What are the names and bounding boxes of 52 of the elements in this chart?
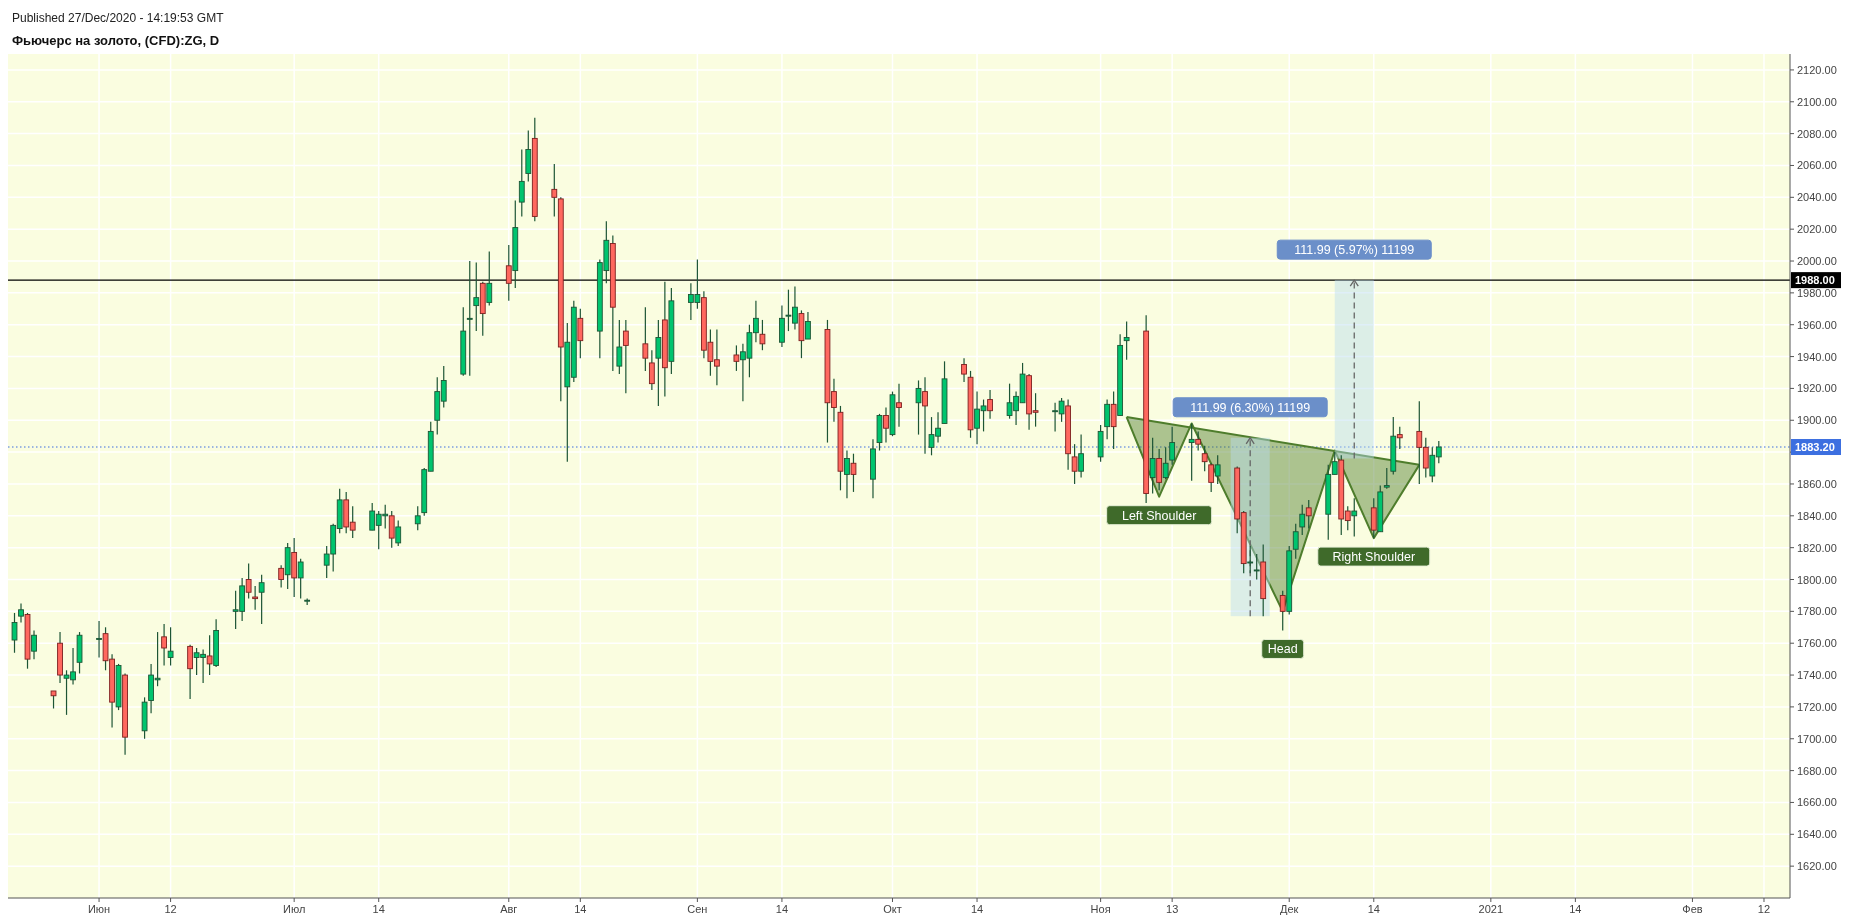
- x-tick-label: Дек: [1280, 903, 1299, 915]
- x-tick-label: 12: [1757, 903, 1771, 915]
- x-tick-label: 14: [970, 903, 984, 915]
- x-tick-label: Июн: [87, 903, 111, 915]
- x-tick-label: Окт: [883, 903, 902, 915]
- y-tick-label: 2120.00: [1797, 63, 1837, 76]
- x-tick-label: 2021: [1478, 903, 1504, 915]
- y-tick-label: 2020.00: [1797, 223, 1837, 236]
- y-tick-label: 1960.00: [1797, 318, 1837, 331]
- y-tick-label: 2060.00: [1797, 159, 1837, 172]
- y-tick-label: 1680.00: [1797, 764, 1837, 777]
- y-tick-label: 1780.00: [1797, 605, 1837, 618]
- chart-title: Фьючерс на золото, (CFD):ZG, D: [12, 33, 220, 48]
- y-tick-label: 1840.00: [1797, 509, 1837, 522]
- x-tick-label: Сен: [687, 903, 708, 915]
- y-tick-label: 1640.00: [1797, 828, 1837, 841]
- y-tick-label: 1760.00: [1797, 637, 1837, 650]
- y-tick-label: 1920.00: [1797, 382, 1837, 395]
- y-tick-label: 2040.00: [1797, 191, 1837, 204]
- y-tick-label: 1820.00: [1797, 541, 1837, 554]
- y-tick-label: 1940.00: [1797, 350, 1837, 363]
- ref-line-label: 1883.20: [1795, 441, 1835, 454]
- annotation: Right Shoulder: [1332, 550, 1416, 565]
- x-tick-label: 14: [372, 903, 385, 915]
- x-tick-label: Фев: [1682, 903, 1703, 915]
- y-tick-label: 1740.00: [1797, 669, 1837, 682]
- x-tick-label: 14: [1569, 903, 1582, 915]
- x-tick-label: Июл: [282, 903, 306, 915]
- annotation: 111.99 (6.30%) 11199: [1190, 400, 1311, 415]
- annotation: Head: [1267, 642, 1298, 657]
- text: Published 27/Dec/2020 - 14:19:53 GMT: [12, 11, 225, 25]
- y-tick-label: 1660.00: [1797, 796, 1837, 809]
- x-tick-label: 14: [1367, 903, 1380, 915]
- y-tick-label: 2080.00: [1797, 127, 1837, 140]
- x-tick-label: Ноя: [1090, 903, 1111, 915]
- x-tick-label: 12: [164, 903, 177, 915]
- y-tick-label: 1800.00: [1797, 573, 1837, 586]
- y-tick-label: 2000.00: [1797, 255, 1837, 268]
- y-tick-label: 1900.00: [1797, 414, 1837, 427]
- annotation: 111.99 (5.97%) 11199: [1294, 243, 1415, 258]
- y-tick-label: 1700.00: [1797, 732, 1837, 745]
- x-tick-label: 14: [775, 903, 789, 915]
- y-tick-label: 1980.00: [1797, 286, 1837, 299]
- x-tick-label: Авг: [500, 903, 518, 915]
- y-tick-label: 1620.00: [1797, 860, 1837, 873]
- ref-line-label: 1988.00: [1795, 274, 1835, 287]
- y-tick-label: 1860.00: [1797, 477, 1837, 490]
- x-tick-label: 13: [1166, 903, 1179, 915]
- y-tick-label: 1720.00: [1797, 700, 1837, 713]
- y-tick-label: 2100.00: [1797, 95, 1837, 108]
- annotation: Left Shoulder: [1121, 508, 1197, 523]
- x-tick-label: 14: [574, 903, 587, 915]
